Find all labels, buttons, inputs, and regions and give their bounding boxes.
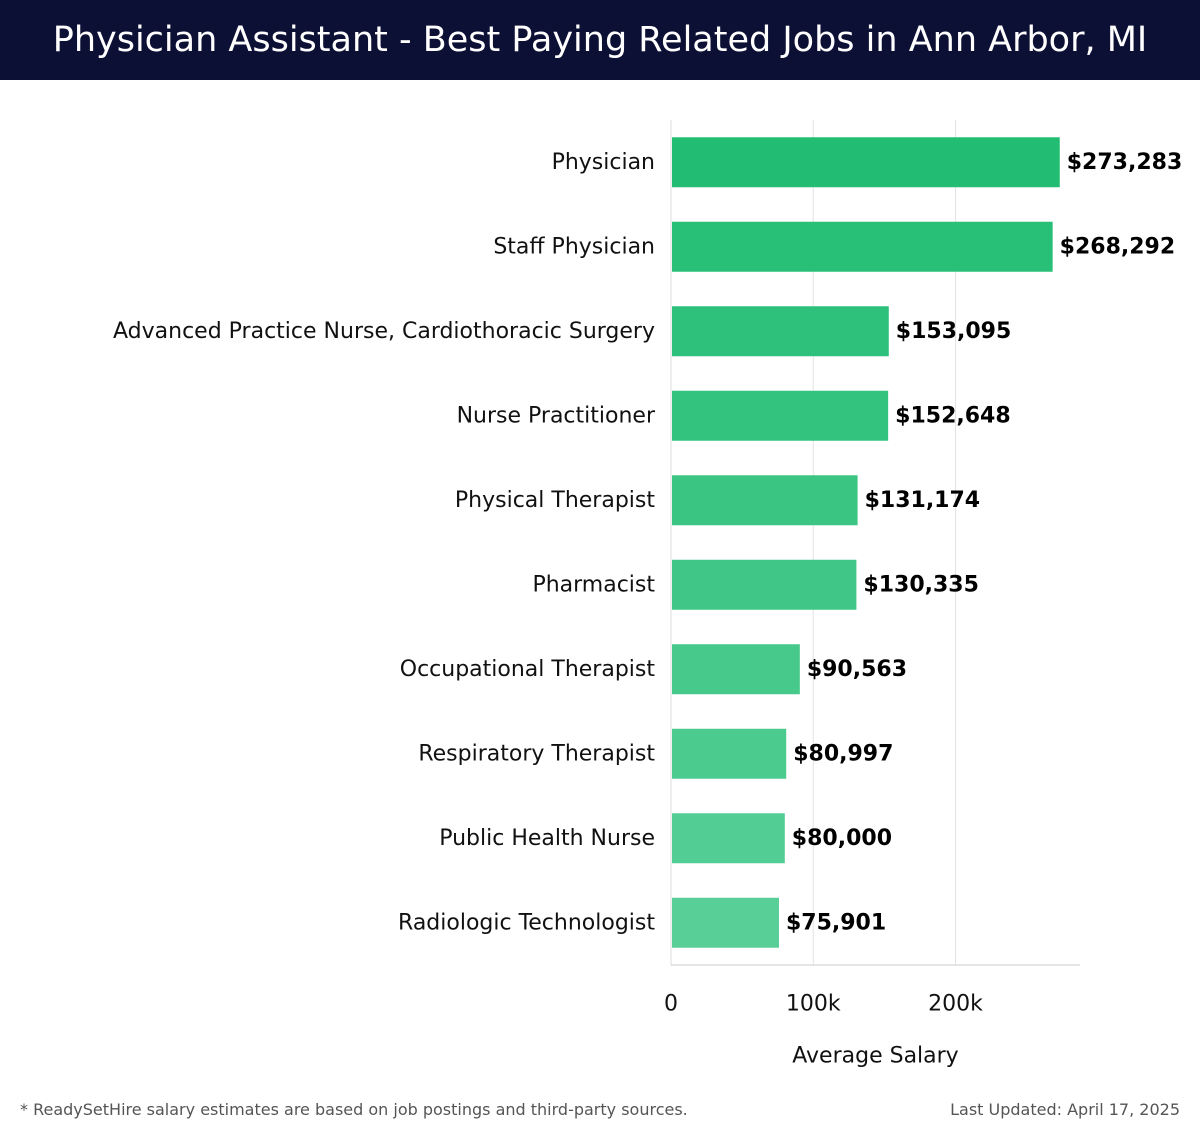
value-label: $90,563 [807, 657, 907, 682]
bar [672, 475, 858, 526]
category-label: Radiologic Technologist [398, 910, 655, 935]
x-axis-title: Average Salary [792, 1044, 958, 1069]
bar [672, 559, 857, 610]
category-label: Physical Therapist [455, 488, 655, 513]
chart-header: Physician Assistant - Best Paying Relate… [0, 0, 1200, 80]
category-label: Pharmacist [532, 572, 655, 597]
x-tick-label: 0 [664, 992, 678, 1017]
x-tick-label: 100k [786, 992, 841, 1017]
x-tick-label: 200k [928, 992, 983, 1017]
category-label: Physician [552, 150, 655, 175]
bar [672, 728, 787, 779]
value-label: $152,648 [895, 403, 1011, 428]
value-label: $131,174 [865, 488, 981, 513]
category-label: Occupational Therapist [400, 657, 656, 682]
value-label: $153,095 [896, 319, 1012, 344]
category-label: Respiratory Therapist [418, 741, 655, 766]
category-label: Staff Physician [493, 234, 655, 259]
bar [672, 306, 889, 357]
bar [672, 221, 1053, 272]
value-label: $75,901 [786, 910, 886, 935]
bar [672, 644, 800, 695]
category-label: Advanced Practice Nurse, Cardiothoracic … [113, 319, 655, 344]
category-label: Nurse Practitioner [457, 403, 656, 428]
value-label: $80,997 [793, 741, 893, 766]
chart-title: Physician Assistant - Best Paying Relate… [52, 20, 1148, 60]
bar [672, 390, 889, 441]
value-label: $130,335 [863, 572, 979, 597]
category-label: Public Health Nurse [439, 826, 655, 851]
last-updated: Last Updated: April 17, 2025 [950, 1100, 1180, 1119]
bar [672, 813, 785, 864]
bar [672, 137, 1060, 188]
value-label: $268,292 [1060, 234, 1176, 259]
value-label: $273,283 [1067, 150, 1183, 175]
bar [672, 897, 779, 948]
footer-note: * ReadySetHire salary estimates are base… [20, 1100, 688, 1119]
value-label: $80,000 [792, 826, 892, 851]
